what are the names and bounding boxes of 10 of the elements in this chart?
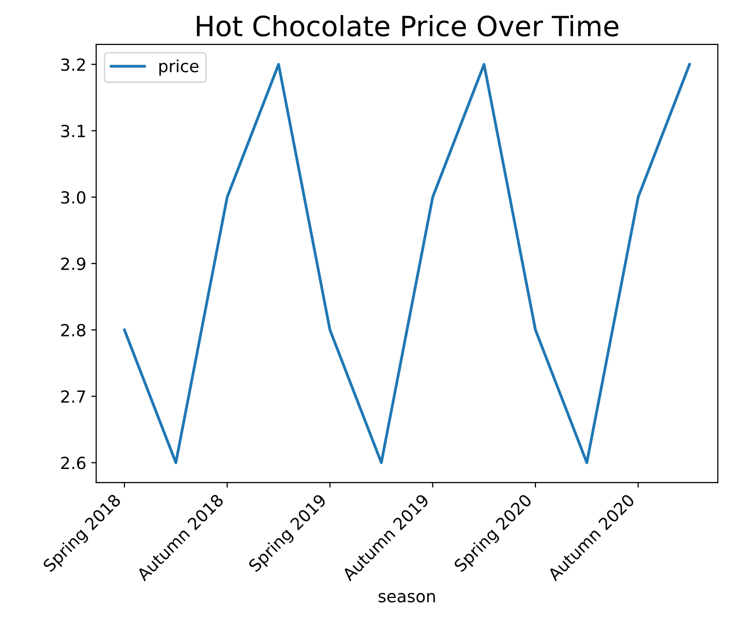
- y-tick-label: 2.8: [61, 324, 86, 336]
- y-tick-label: 2.7: [61, 390, 86, 403]
- legend-label: price: [159, 59, 198, 76]
- y-tick-label: 2.6: [61, 456, 86, 470]
- y-tick-label: 3.2: [61, 58, 85, 71]
- y-tick-label: 3.0: [61, 191, 86, 204]
- y-tick-label: 2.9: [61, 257, 86, 270]
- chart-title: Hot Chocolate Price Over Time: [196, 15, 618, 37]
- y-tick-label: 3.1: [61, 124, 85, 138]
- x-axis-title: season: [378, 592, 435, 602]
